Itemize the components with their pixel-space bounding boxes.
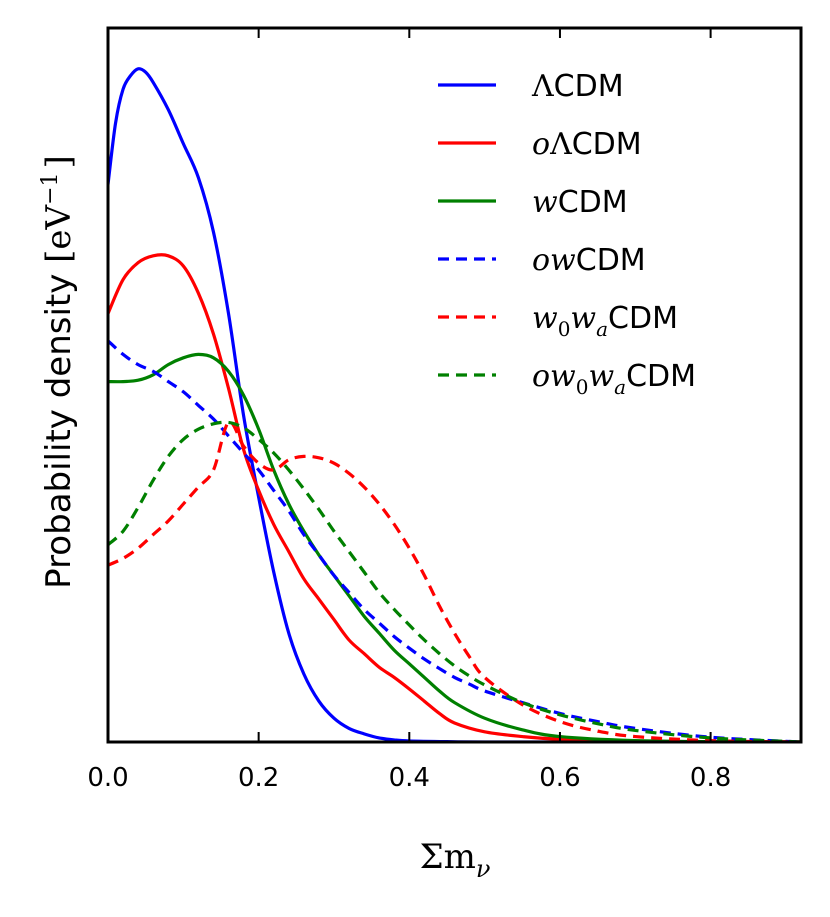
x-axis-label-main: Σm [420, 837, 476, 877]
series-line-ow0wacdm [108, 420, 801, 742]
y-axis-label-close: ] [39, 155, 79, 168]
legend-label-olambdacdm: oΛCDM [532, 127, 642, 162]
axis-labels: Σmν Probability density [eV−1] [38, 155, 490, 883]
y-axis-label: Probability density [eV−1] [38, 155, 79, 589]
axes: 0.0 0.2 0.4 0.6 0.8 [87, 26, 803, 793]
legend-label-lambdacdm: ΛCDM [531, 69, 624, 104]
legend-label-owcdm: owCDM [532, 243, 646, 278]
legend-label-w0wacdm: w0waCDM [532, 301, 678, 341]
x-tick-label: 0.4 [389, 763, 430, 793]
x-tick-label: 0.8 [690, 763, 731, 793]
series-line-lambdacdm [108, 67, 801, 742]
x-axis-label-sub: ν [476, 855, 491, 883]
plot-area [108, 67, 801, 742]
x-tick-label: 0.0 [87, 763, 128, 793]
y-axis-label-exp: −1 [38, 172, 63, 204]
y-axis-label-text: Probability density [39, 263, 79, 589]
x-axis-label: Σmν [420, 837, 491, 883]
x-tick-label: 0.2 [238, 763, 279, 793]
y-axis-label-unit: eV [39, 203, 79, 249]
axes-frame [106, 26, 803, 744]
series-line-wcdm [108, 352, 801, 742]
x-tick-label: 0.6 [539, 763, 580, 793]
series-group [108, 67, 801, 742]
legend-label-ow0wacdm: ow0waCDM [532, 359, 696, 399]
series-line-w0wacdm [108, 420, 801, 742]
series-line-owcdm [108, 339, 801, 742]
series-line-olambdacdm [108, 253, 801, 742]
legend: ΛCDM oΛCDM wCDM owCDM w0waCDM ow0waCDM [438, 69, 696, 399]
y-axis-label-open: [ [39, 250, 79, 263]
legend-label-wcdm: wCDM [532, 185, 628, 220]
